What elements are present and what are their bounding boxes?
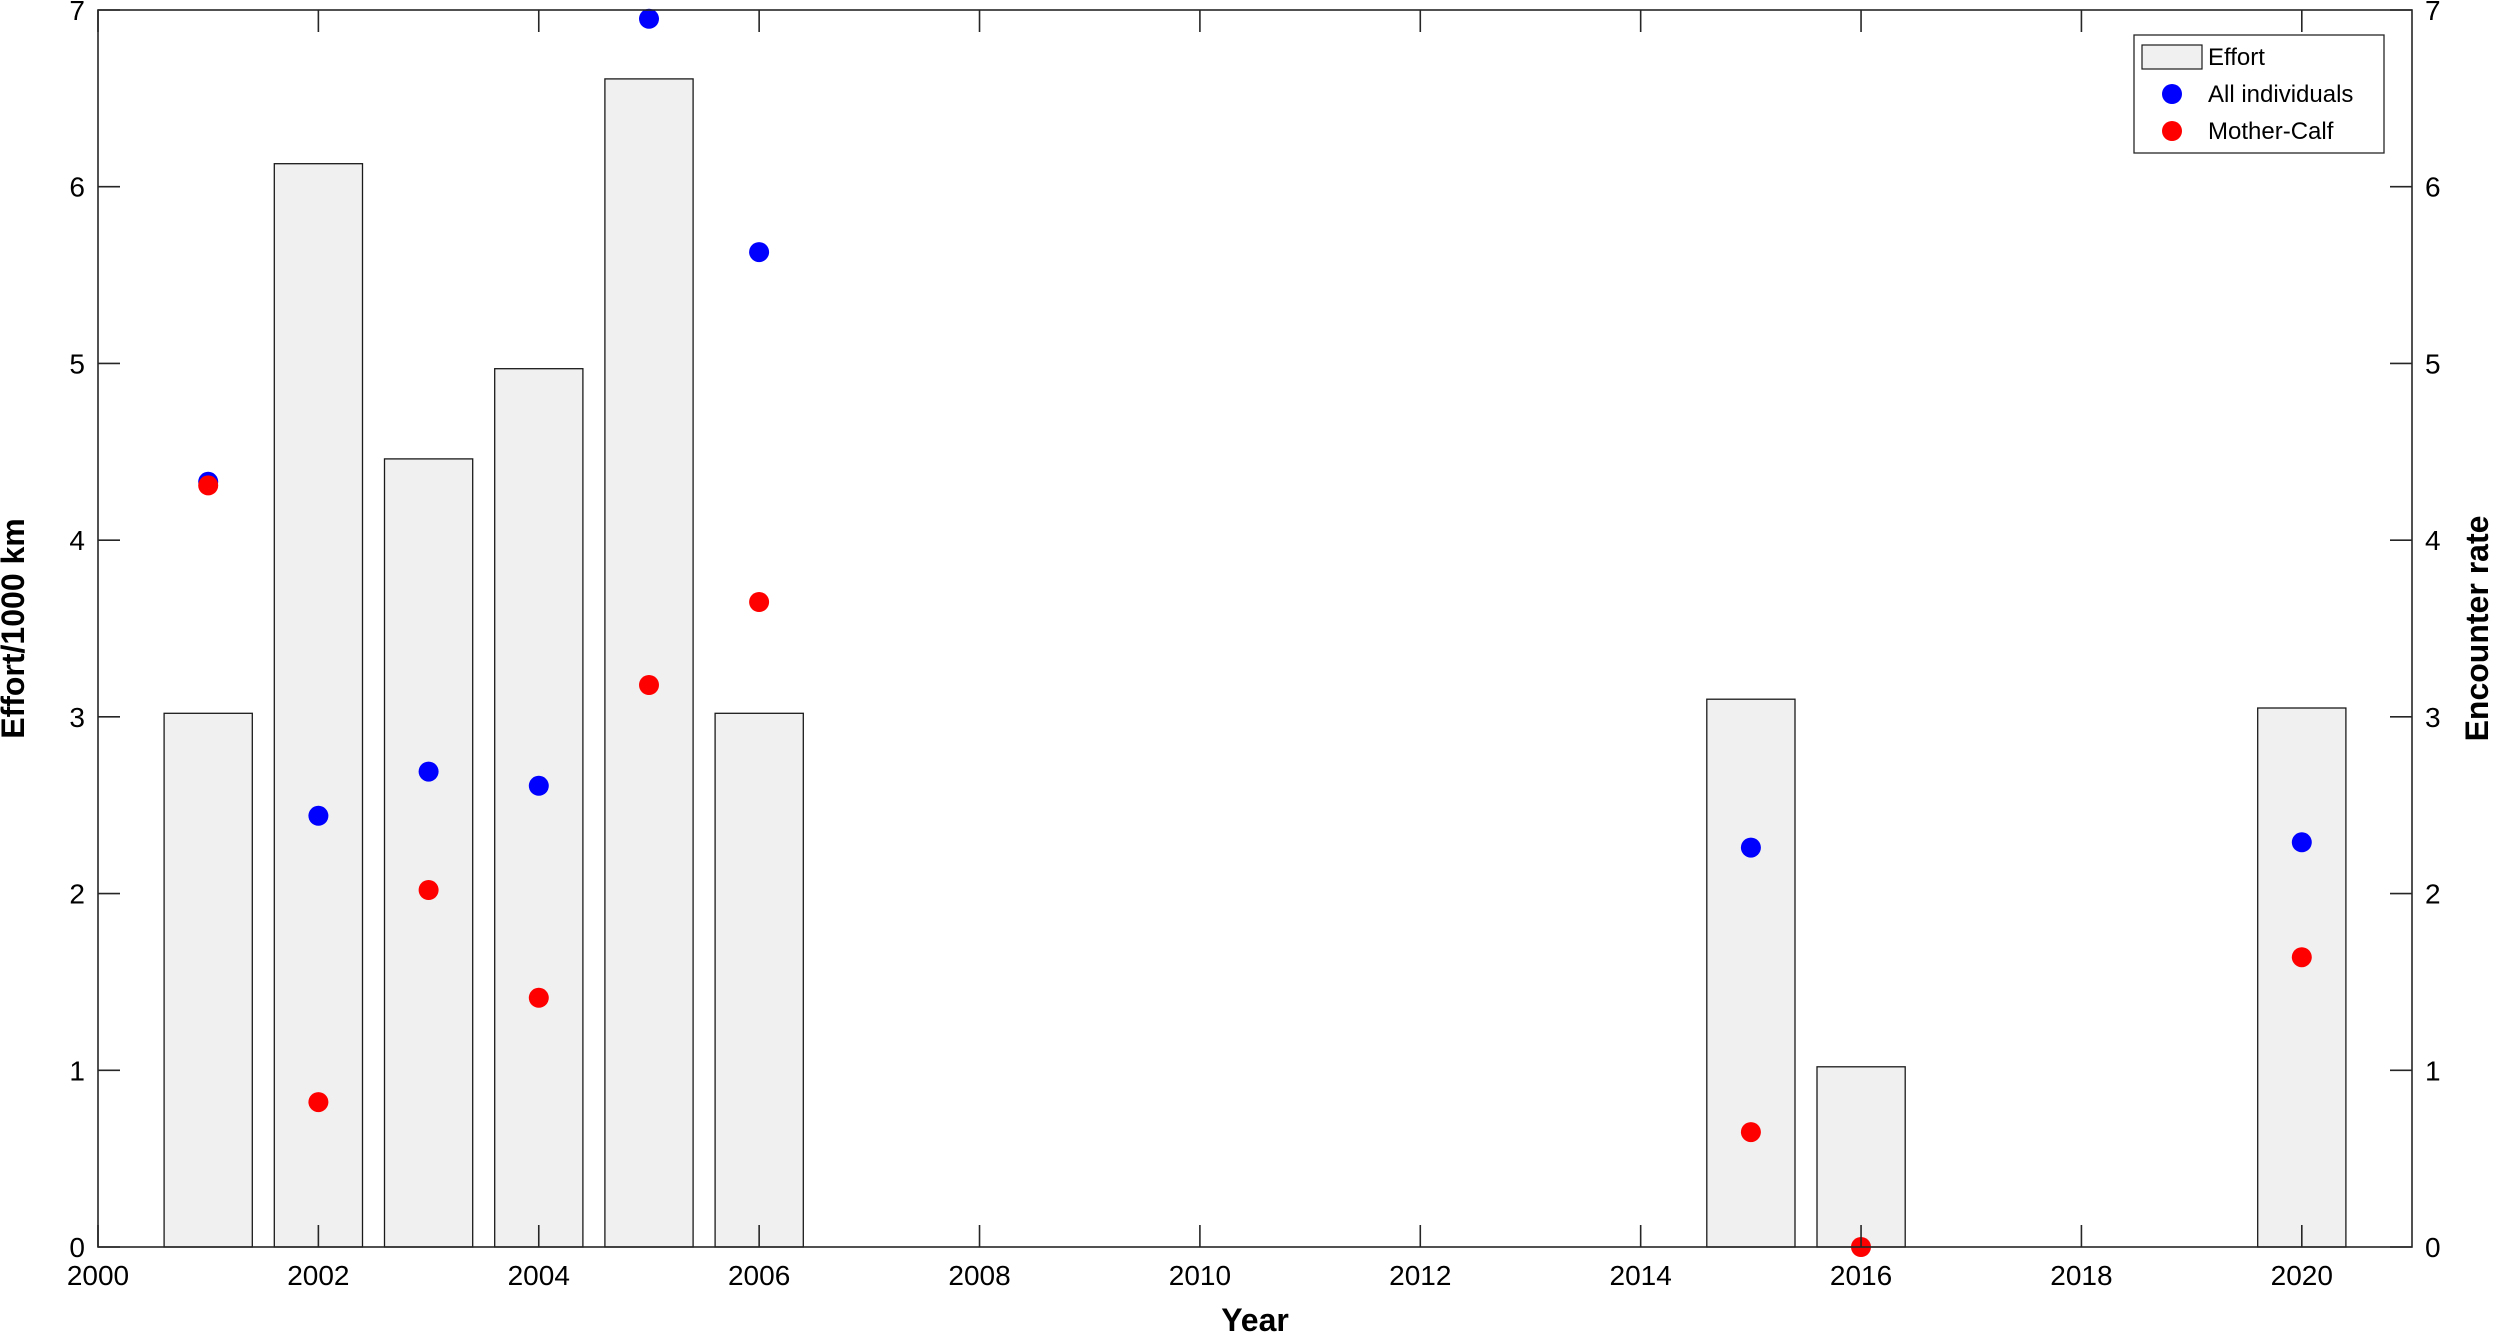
legend-label-mother-calf: Mother-Calf bbox=[2208, 118, 2334, 145]
bar-effort-2020 bbox=[2257, 707, 2347, 1248]
legend-marker-all-individuals bbox=[2162, 84, 2182, 104]
x-tick-label-2018: 2018 bbox=[2050, 1260, 2112, 1291]
point-all-individuals-2003 bbox=[418, 761, 439, 782]
y-left-tick-label-4: 4 bbox=[69, 525, 85, 556]
bar-effort-2003 bbox=[383, 458, 474, 1248]
bar-effort-2002 bbox=[273, 163, 364, 1248]
point-mother-calf-2015 bbox=[1740, 1122, 1761, 1143]
y-right-tick-label-3: 3 bbox=[2425, 702, 2441, 733]
effort-bars bbox=[163, 78, 2347, 1248]
x-tick-label-2004: 2004 bbox=[508, 1260, 570, 1291]
point-mother-calf-2006 bbox=[749, 592, 770, 612]
y-right-tick-label-7: 7 bbox=[2425, 0, 2441, 26]
point-all-individuals-2004 bbox=[528, 775, 549, 796]
point-all-individuals-2015 bbox=[1740, 837, 1761, 858]
y-right-tick-label-1: 1 bbox=[2425, 1055, 2441, 1086]
y-left-tick-label-0: 0 bbox=[69, 1232, 85, 1263]
y-axis-left-title: Effort/1000 km bbox=[0, 518, 31, 739]
point-all-individuals-2005 bbox=[639, 8, 659, 29]
x-tick-label-2002: 2002 bbox=[287, 1260, 349, 1291]
y-right-tick-label-6: 6 bbox=[2425, 172, 2441, 203]
bar-effort-2004 bbox=[494, 368, 584, 1248]
point-mother-calf-2020 bbox=[2291, 947, 2312, 968]
point-all-individuals-2006 bbox=[749, 242, 770, 263]
y-left-tick-label-1: 1 bbox=[69, 1055, 85, 1086]
x-tick-label-2012: 2012 bbox=[1389, 1260, 1451, 1291]
x-tick-label-2008: 2008 bbox=[948, 1260, 1010, 1291]
scatter-points bbox=[198, 8, 2312, 1257]
y-right-tick-label-0: 0 bbox=[2425, 1232, 2441, 1263]
y-right-tick-label-5: 5 bbox=[2425, 348, 2441, 379]
legend-label-effort: Effort bbox=[2208, 44, 2265, 71]
y-left-tick-label-2: 2 bbox=[69, 879, 85, 910]
y-axis-right-title: Encounter rate bbox=[2459, 516, 2495, 742]
x-tick-label-2000: 2000 bbox=[67, 1260, 129, 1291]
y-left-tick-label-3: 3 bbox=[69, 702, 85, 733]
point-mother-calf-2003 bbox=[418, 880, 439, 900]
point-mother-calf-2005 bbox=[639, 675, 659, 695]
y-left-tick-label-6: 6 bbox=[69, 172, 85, 203]
x-tick-label-2006: 2006 bbox=[728, 1260, 790, 1291]
point-mother-calf-2002 bbox=[308, 1092, 329, 1113]
bar-effort-2001 bbox=[163, 712, 253, 1248]
x-tick-label-2014: 2014 bbox=[1610, 1260, 1672, 1291]
bar-effort-2016 bbox=[1816, 1066, 1906, 1248]
point-mother-calf-2004 bbox=[528, 987, 549, 1008]
legend-label-all-individuals: All individuals bbox=[2208, 81, 2353, 108]
x-tick-label-2010: 2010 bbox=[1169, 1260, 1231, 1291]
y-right-tick-label-4: 4 bbox=[2425, 525, 2441, 556]
bar-effort-2005 bbox=[604, 78, 694, 1248]
legend-swatch-effort bbox=[2141, 44, 2203, 70]
y-left-tick-label-7: 7 bbox=[69, 0, 85, 26]
point-mother-calf-2001 bbox=[198, 475, 219, 496]
point-all-individuals-2002 bbox=[308, 805, 329, 826]
bar-effort-2015 bbox=[1706, 698, 1796, 1248]
tick-labels: 2000 2002 2004 2006 2008 2010 2012 2014 2016 2018… bbox=[67, 0, 2441, 1291]
legend-marker-mother-calf bbox=[2162, 121, 2182, 141]
axis-ticks bbox=[97, 9, 2412, 1248]
bar-effort-2006 bbox=[714, 712, 804, 1248]
plot-area-frame bbox=[97, 9, 2413, 1248]
y-left-tick-label-5: 5 bbox=[69, 348, 85, 379]
x-tick-label-2020: 2020 bbox=[2271, 1260, 2333, 1291]
y-right-tick-label-2: 2 bbox=[2425, 879, 2441, 910]
x-axis-title: Year bbox=[1221, 1302, 1289, 1335]
x-tick-label-2016: 2016 bbox=[1830, 1260, 1892, 1291]
legend: Effort All individuals Mother-Calf bbox=[2133, 34, 2385, 154]
point-all-individuals-2020 bbox=[2291, 832, 2312, 853]
